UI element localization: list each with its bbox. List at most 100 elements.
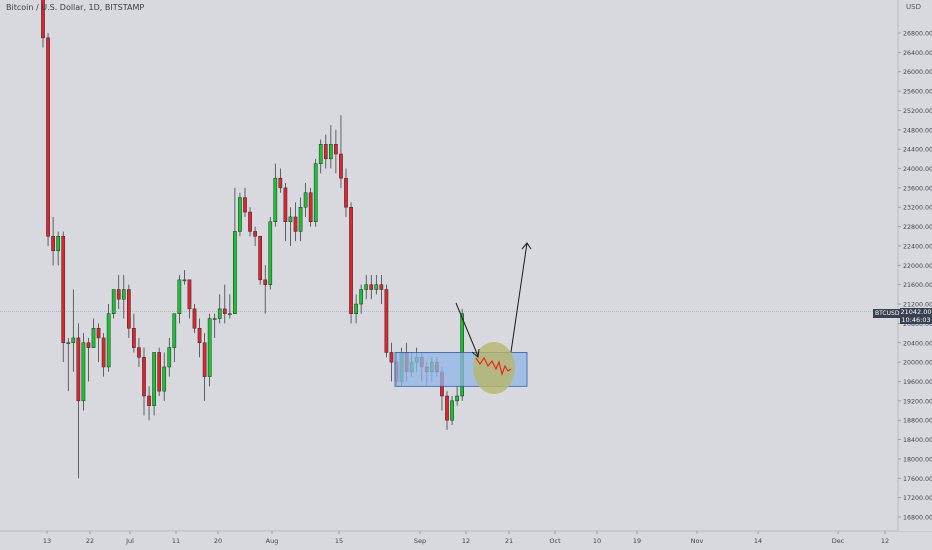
candle-body	[46, 37, 50, 237]
price-tick-label: 16800.00	[903, 515, 932, 522]
price-tick-label: 24400.00	[903, 147, 932, 154]
candle-body	[142, 357, 146, 397]
candle-body	[132, 327, 136, 348]
price-tick-label: 26000.00	[903, 69, 932, 76]
candle-body	[298, 206, 303, 232]
price-tick-label: 19200.00	[903, 398, 932, 405]
candle-body	[303, 192, 308, 208]
time-tick-label: 15	[335, 537, 343, 545]
candle-body	[91, 327, 96, 348]
time-tick-label: Sep	[414, 537, 426, 545]
candle-body	[445, 395, 449, 421]
price-tick-label: 20800.00	[903, 321, 932, 328]
time-tick-label: Aug	[266, 537, 279, 545]
candle-body	[243, 197, 247, 213]
candle-body	[192, 308, 197, 329]
candle-body	[61, 236, 66, 344]
candle-body	[162, 366, 167, 392]
candle-body	[101, 337, 106, 368]
projection-path[interactable]	[475, 356, 512, 376]
price-tick-label: 25600.00	[903, 89, 932, 96]
candle-body	[96, 327, 101, 339]
candle-body	[384, 289, 389, 353]
time-tick-label: 21	[505, 537, 513, 545]
candle-body	[339, 153, 343, 179]
price-tick-label: 21600.00	[903, 282, 932, 289]
candle-body	[56, 236, 60, 252]
price-tick-label: 26400.00	[903, 50, 932, 57]
down-arrow-line[interactable]	[455, 302, 479, 357]
candle-body	[359, 289, 363, 305]
candle-body	[238, 197, 242, 232]
symbol-tag: BTCUSD	[873, 309, 902, 318]
price-tick-label: 26800.00	[903, 31, 932, 38]
candle-body	[455, 395, 459, 402]
upside-arrow-line[interactable]	[510, 242, 528, 353]
candle-body	[318, 144, 323, 164]
candle-body	[364, 284, 369, 290]
candle-body	[450, 400, 454, 421]
candle-body	[177, 279, 182, 314]
candle-body	[76, 337, 81, 402]
time-tick-label: Jul	[125, 537, 134, 545]
candle-body	[81, 342, 86, 402]
candle-body	[369, 284, 374, 290]
candle-body	[344, 177, 348, 208]
candle-body	[172, 313, 177, 348]
candle-body	[116, 289, 121, 300]
price-axis-panel[interactable]	[899, 0, 932, 531]
candle-body	[197, 327, 202, 344]
time-tick-label: 11	[172, 537, 180, 545]
price-tick-label: 25200.00	[903, 108, 932, 115]
candle-body	[374, 284, 379, 290]
candle-body	[222, 308, 227, 314]
candle-body	[263, 279, 268, 285]
candle-body	[207, 318, 212, 377]
last-price-tag: 21042.00 10:46:03	[900, 308, 932, 324]
upside-arrow-head	[521, 242, 532, 250]
candle-body	[323, 144, 328, 160]
price-tick-label: 17600.00	[903, 476, 932, 483]
time-tick-label: 13	[43, 537, 51, 545]
candle-body	[329, 144, 333, 160]
candle-body	[233, 231, 237, 314]
candle-body	[313, 163, 318, 223]
price-tick-label: 20000.00	[903, 360, 932, 367]
candle-body	[147, 395, 151, 406]
price-tick-label: 22400.00	[903, 243, 932, 250]
candle-body	[258, 236, 262, 281]
price-tick-label: 22000.00	[903, 263, 932, 270]
candle-body	[121, 289, 126, 300]
candle-body	[308, 192, 313, 223]
candle-body	[283, 187, 288, 223]
candle-body	[217, 308, 222, 319]
candle-body	[228, 313, 232, 315]
candle-body	[187, 279, 192, 310]
candle-body	[349, 206, 353, 314]
candle-body	[167, 347, 172, 368]
price-tick-label: 18400.00	[903, 437, 932, 444]
target-ellipse[interactable]	[473, 342, 515, 394]
candle-body	[389, 352, 394, 363]
price-tick-label: 23200.00	[903, 205, 932, 212]
chart-title: Bitcoin / U.S. Dollar, 1D, BITSTAMP	[6, 3, 145, 12]
time-tick-label: Dec	[832, 537, 845, 545]
time-tick-label: 14	[754, 537, 762, 545]
time-tick-label: Oct	[549, 537, 561, 545]
price-tick-label: 18000.00	[903, 456, 932, 463]
candle-body	[51, 236, 55, 252]
candle-body	[288, 216, 293, 223]
price-tick-label: 20400.00	[903, 340, 932, 347]
candle-body	[278, 177, 283, 189]
time-tick-label: 10	[593, 537, 601, 545]
price-tick-label: 18800.00	[903, 418, 932, 425]
candle-body	[248, 211, 252, 232]
candle-body	[111, 289, 116, 314]
candle-body	[182, 279, 187, 282]
candle-body	[86, 342, 91, 348]
candle-body	[152, 352, 156, 406]
price-tick-label: 23600.00	[903, 185, 932, 192]
